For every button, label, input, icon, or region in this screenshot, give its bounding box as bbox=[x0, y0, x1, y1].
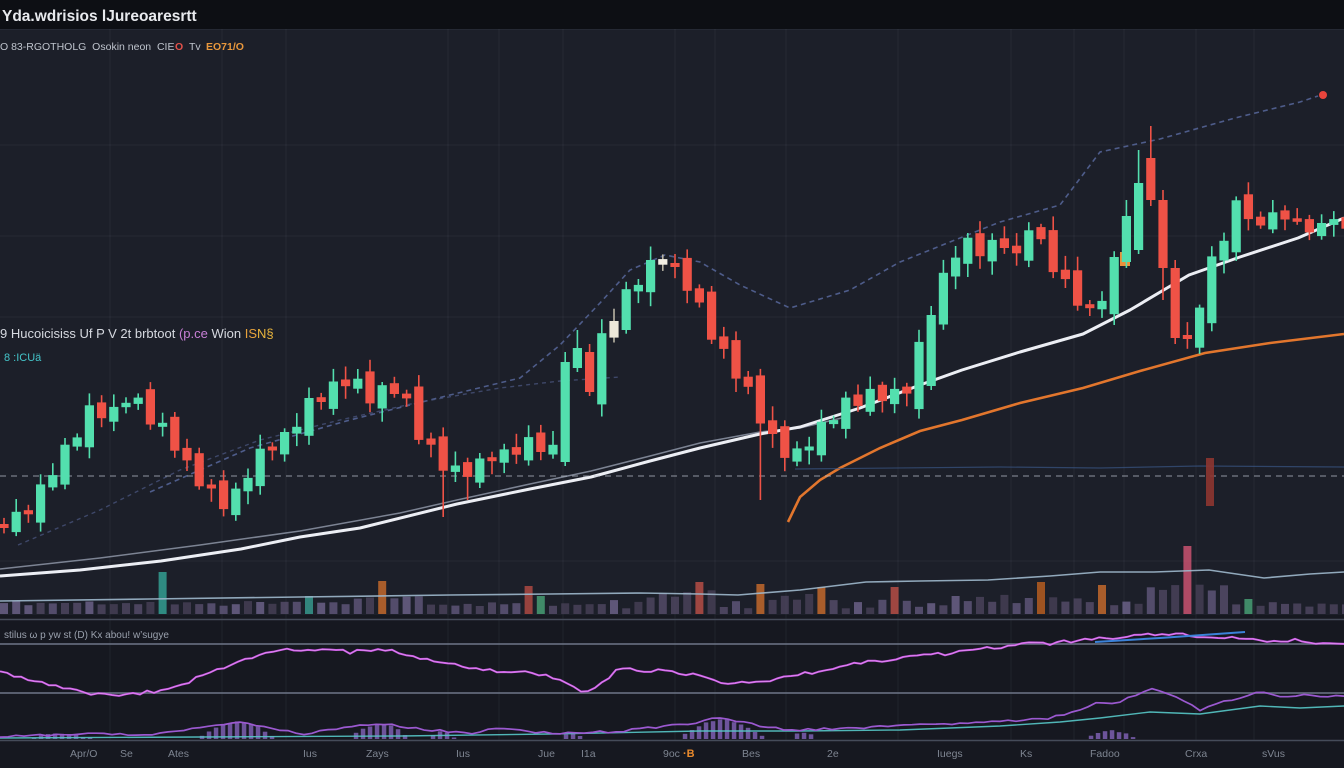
svg-text:Tv: Tv bbox=[189, 41, 201, 53]
svg-text:Se: Se bbox=[120, 748, 133, 760]
svg-text:EO71/O: EO71/O bbox=[206, 41, 244, 53]
svg-text:9oc: 9oc bbox=[663, 748, 680, 760]
svg-text:Jue: Jue bbox=[538, 748, 555, 760]
svg-text:Iuegs: Iuegs bbox=[937, 748, 963, 760]
svg-text:Ius: Ius bbox=[303, 748, 317, 760]
svg-text:sVus: sVus bbox=[1262, 748, 1285, 760]
svg-text:8 :ICUä: 8 :ICUä bbox=[4, 352, 42, 364]
svg-text:Zays: Zays bbox=[366, 748, 389, 760]
svg-text:·B: ·B bbox=[683, 748, 695, 760]
svg-text:Yda.wdrisios lJureoaresrtt: Yda.wdrisios lJureoaresrtt bbox=[2, 8, 197, 25]
svg-text:O 83-RGOTHOLG Osokin neon CI: O 83-RGOTHOLG Osokin neon CIE bbox=[0, 41, 174, 53]
svg-text:9 Hucoicisiss Uf P V 2t brbtoo: 9 Hucoicisiss Uf P V 2t brbtoot (p.ce Wi… bbox=[0, 326, 274, 341]
svg-text:Crxa: Crxa bbox=[1185, 748, 1207, 760]
svg-text:stilus ω p yw st (D) Kx abou!: stilus ω p yw st (D) Kx abou! w’sugye bbox=[4, 630, 169, 641]
svg-text:Fadoo: Fadoo bbox=[1090, 748, 1120, 760]
svg-text:2e: 2e bbox=[827, 748, 839, 760]
svg-text:I1a: I1a bbox=[581, 748, 596, 760]
svg-text:O: O bbox=[175, 41, 183, 53]
svg-text:Ius: Ius bbox=[456, 748, 470, 760]
svg-text:Apr/O: Apr/O bbox=[70, 748, 97, 760]
svg-text:Bes: Bes bbox=[742, 748, 760, 760]
svg-text:Ates: Ates bbox=[168, 748, 189, 760]
svg-text:Ks: Ks bbox=[1020, 748, 1032, 760]
